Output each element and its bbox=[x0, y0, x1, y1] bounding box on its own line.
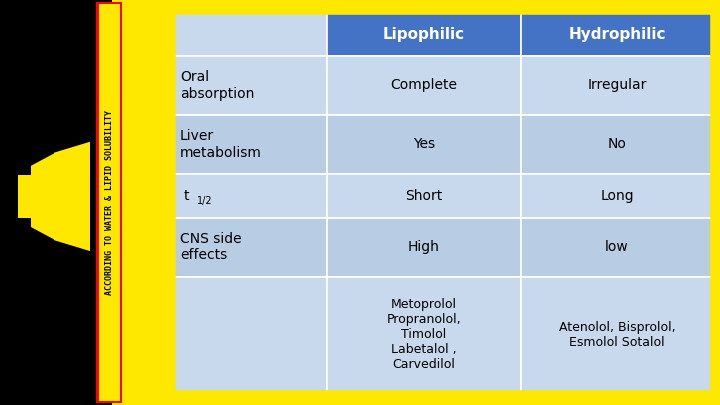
Bar bbox=[173, 12, 327, 56]
Text: Hydrophilic: Hydrophilic bbox=[568, 27, 666, 42]
Bar bbox=[327, 277, 521, 393]
Text: t: t bbox=[184, 189, 194, 203]
Text: CNS side
effects: CNS side effects bbox=[180, 232, 242, 262]
Bar bbox=[173, 56, 327, 115]
Bar bbox=[96, 2, 122, 403]
Text: Oral
absorption: Oral absorption bbox=[180, 70, 254, 100]
Text: Yes: Yes bbox=[413, 137, 435, 151]
Text: low: low bbox=[605, 240, 629, 254]
Polygon shape bbox=[54, 142, 90, 251]
Text: 1/2: 1/2 bbox=[197, 196, 212, 206]
Text: Long: Long bbox=[600, 189, 634, 203]
Bar bbox=[327, 12, 521, 56]
Bar bbox=[0, 0, 112, 405]
Bar bbox=[327, 56, 521, 115]
Bar bbox=[327, 218, 521, 277]
Bar bbox=[99, 4, 120, 401]
Text: Lipophilic: Lipophilic bbox=[383, 27, 465, 42]
Polygon shape bbox=[31, 153, 55, 240]
Text: Metoprolol
Propranolol,
Timolol
Labetalol ,
Carvedilol: Metoprolol Propranolol, Timolol Labetalo… bbox=[387, 298, 462, 371]
Bar bbox=[173, 277, 327, 393]
Bar bbox=[173, 12, 713, 393]
Ellipse shape bbox=[50, 185, 58, 207]
Bar bbox=[18, 175, 32, 218]
Bar bbox=[521, 218, 713, 277]
Bar bbox=[521, 115, 713, 174]
Text: Liver
metabolism: Liver metabolism bbox=[180, 129, 262, 160]
Text: Irregular: Irregular bbox=[588, 79, 647, 92]
Bar bbox=[327, 115, 521, 174]
Text: Short: Short bbox=[405, 189, 443, 203]
Bar bbox=[521, 12, 713, 56]
Bar bbox=[173, 174, 327, 218]
Bar bbox=[173, 115, 327, 174]
Text: Atenolol, Bisprolol,
Esmolol Sotalol: Atenolol, Bisprolol, Esmolol Sotalol bbox=[559, 321, 675, 349]
Bar bbox=[521, 56, 713, 115]
Text: Complete: Complete bbox=[390, 79, 457, 92]
Text: High: High bbox=[408, 240, 440, 254]
Bar bbox=[327, 174, 521, 218]
Bar bbox=[173, 218, 327, 277]
Text: ACCORDING TO WATER & LIPID SOLUBILITY: ACCORDING TO WATER & LIPID SOLUBILITY bbox=[105, 110, 114, 295]
Text: No: No bbox=[608, 137, 626, 151]
Bar bbox=[521, 174, 713, 218]
Bar bbox=[521, 277, 713, 393]
